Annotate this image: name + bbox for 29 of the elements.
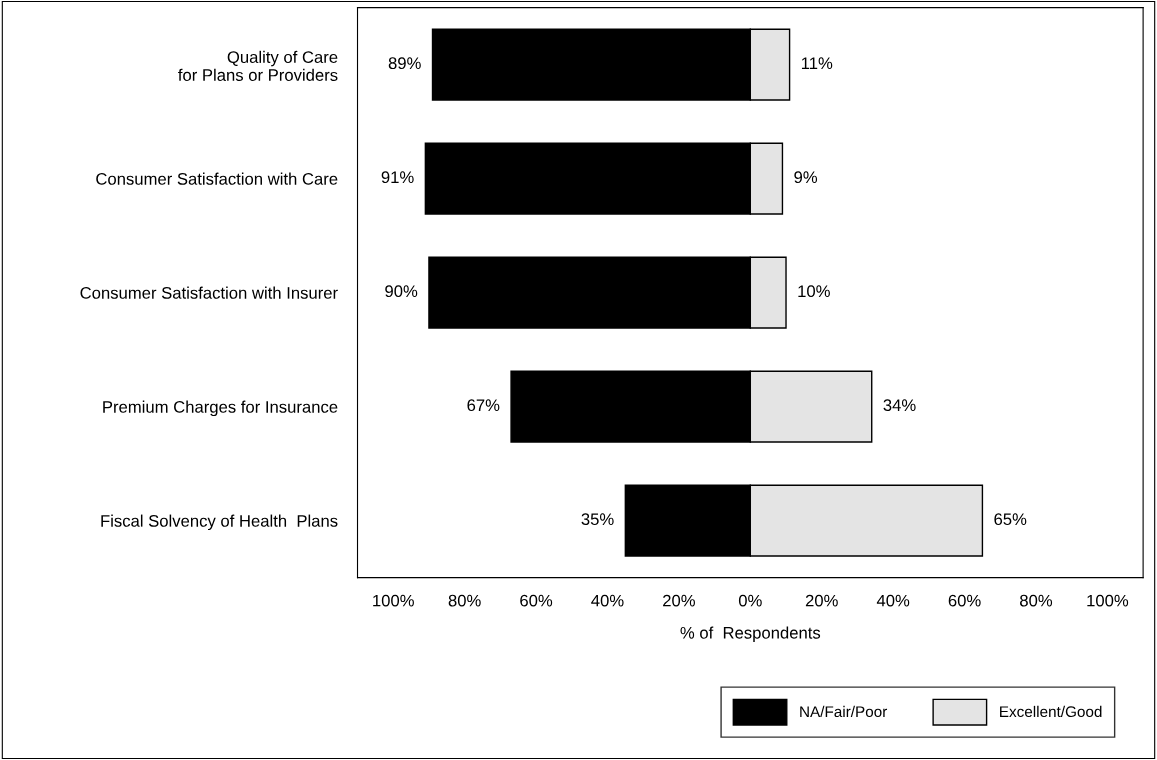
y-tick-label: Consumer Satisfaction with Care — [96, 172, 338, 185]
data-label: 10% — [798, 285, 830, 298]
data-label: 11% — [801, 57, 833, 70]
y-tick-label: Premium Charges for Insurance — [103, 400, 338, 417]
data-label: 35% — [581, 513, 614, 526]
x-tick-label: 60% — [520, 594, 553, 607]
x-tick-label: 40% — [876, 594, 910, 607]
x-tick-label: 80% — [448, 594, 481, 607]
data-label: 90% — [385, 285, 418, 298]
x-tick-label: 60% — [948, 594, 981, 607]
x-tick-label: 20% — [805, 594, 838, 607]
x-tick-label: 40% — [591, 594, 624, 607]
data-label: 67% — [467, 399, 500, 412]
x-tick-label: 100% — [1087, 594, 1129, 607]
x-tick-label: 0% — [738, 594, 762, 607]
y-tick-label: Quality of Care for Plans or Providers — [178, 50, 338, 81]
data-label: 9% — [794, 171, 818, 184]
legend-label: Excellent/Good — [1000, 705, 1102, 718]
x-tick-label: 20% — [663, 594, 695, 607]
data-label: 89% — [388, 57, 421, 70]
legend-label: NA/Fair/Poor — [800, 705, 888, 718]
x-axis-title: % of Respondents — [680, 626, 821, 643]
x-tick-label: 80% — [1020, 594, 1053, 607]
y-tick-label: Fiscal Solvency of Health Plans — [101, 514, 338, 531]
x-tick-label: 100% — [373, 594, 414, 607]
data-label: 91% — [381, 171, 414, 184]
data-label: 65% — [994, 513, 1027, 526]
y-tick-label: Consumer Satisfaction with Insurer — [80, 286, 338, 299]
data-label: 34% — [883, 399, 916, 412]
